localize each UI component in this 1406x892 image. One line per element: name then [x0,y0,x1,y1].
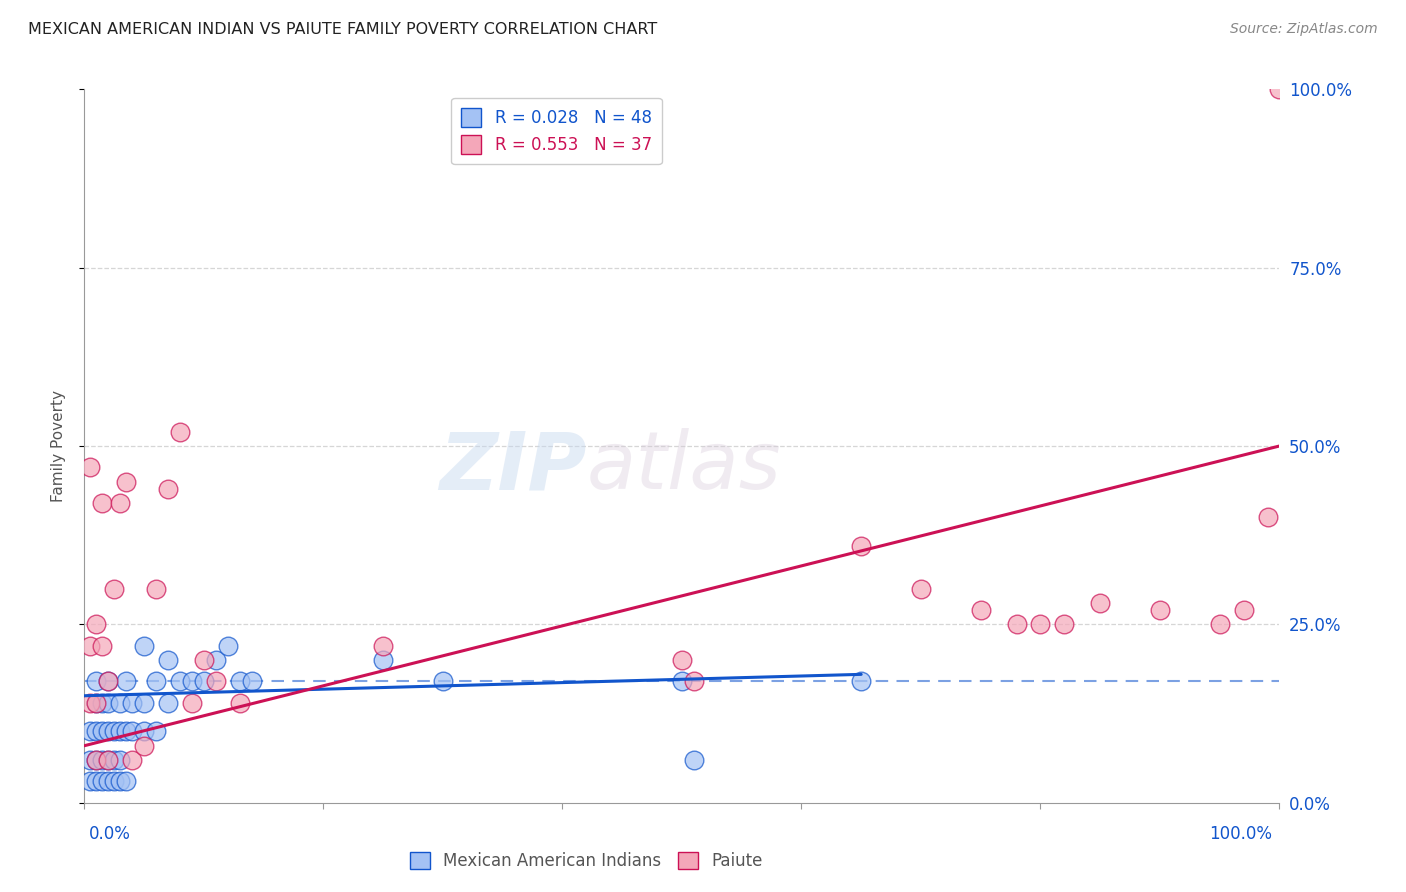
Point [132,739,156,753]
Point [79,460,101,475]
Point [205,674,228,689]
Point [86,724,108,739]
Point [1268,82,1291,96]
Point [157,653,180,667]
Point [97,674,120,689]
Point [228,696,250,710]
Point [683,753,704,767]
Legend: Mexican American Indians, Paiute: Mexican American Indians, Paiute [404,845,769,877]
Point [103,582,125,596]
Point [1088,596,1111,610]
Point [169,674,191,689]
Point [240,674,263,689]
Point [91,724,114,739]
Point [97,674,120,689]
Point [180,674,202,689]
Text: 100.0%: 100.0% [1209,825,1272,843]
Text: Source: ZipAtlas.com: Source: ZipAtlas.com [1230,22,1378,37]
Y-axis label: Family Poverty: Family Poverty [51,390,66,502]
Point [145,582,167,596]
Point [97,724,120,739]
Point [115,774,138,789]
Point [110,774,132,789]
Point [86,674,108,689]
Point [228,674,250,689]
Point [121,753,143,767]
Point [371,639,394,653]
Point [193,674,215,689]
Point [79,724,101,739]
Point [217,639,239,653]
Point [1053,617,1076,632]
Point [132,639,156,653]
Point [110,696,132,710]
Point [97,753,120,767]
Point [132,696,156,710]
Text: MEXICAN AMERICAN INDIAN VS PAIUTE FAMILY POVERTY CORRELATION CHART: MEXICAN AMERICAN INDIAN VS PAIUTE FAMILY… [28,22,658,37]
Point [97,696,120,710]
Point [371,653,394,667]
Point [79,753,101,767]
Point [110,724,132,739]
Point [91,639,114,653]
Point [86,753,108,767]
Text: 0.0%: 0.0% [89,825,131,843]
Point [132,724,156,739]
Point [115,724,138,739]
Point [86,617,108,632]
Point [1232,603,1256,617]
Point [110,496,132,510]
Point [970,603,993,617]
Point [121,696,143,710]
Point [86,774,108,789]
Point [193,653,215,667]
Point [79,696,101,710]
Point [115,475,138,489]
Text: atlas: atlas [586,428,782,507]
Point [1149,603,1171,617]
Point [180,696,202,710]
Point [849,539,872,553]
Point [169,425,191,439]
Point [86,696,108,710]
Point [145,724,167,739]
Point [157,696,180,710]
Point [671,653,693,667]
Point [121,724,143,739]
Point [103,774,125,789]
Point [205,653,228,667]
Point [79,639,101,653]
Point [91,696,114,710]
Point [91,496,114,510]
Point [91,774,114,789]
Point [91,753,114,767]
Point [910,582,932,596]
Point [103,724,125,739]
Point [157,482,180,496]
Point [115,674,138,689]
Point [1208,617,1232,632]
Point [683,674,704,689]
Point [79,774,101,789]
Point [671,674,693,689]
Point [86,696,108,710]
Point [1029,617,1052,632]
Point [145,674,167,689]
Point [103,753,125,767]
Point [110,753,132,767]
Point [1005,617,1028,632]
Point [432,674,454,689]
Point [1257,510,1279,524]
Point [86,753,108,767]
Point [97,753,120,767]
Text: ZIP: ZIP [439,428,586,507]
Point [97,774,120,789]
Point [849,674,872,689]
